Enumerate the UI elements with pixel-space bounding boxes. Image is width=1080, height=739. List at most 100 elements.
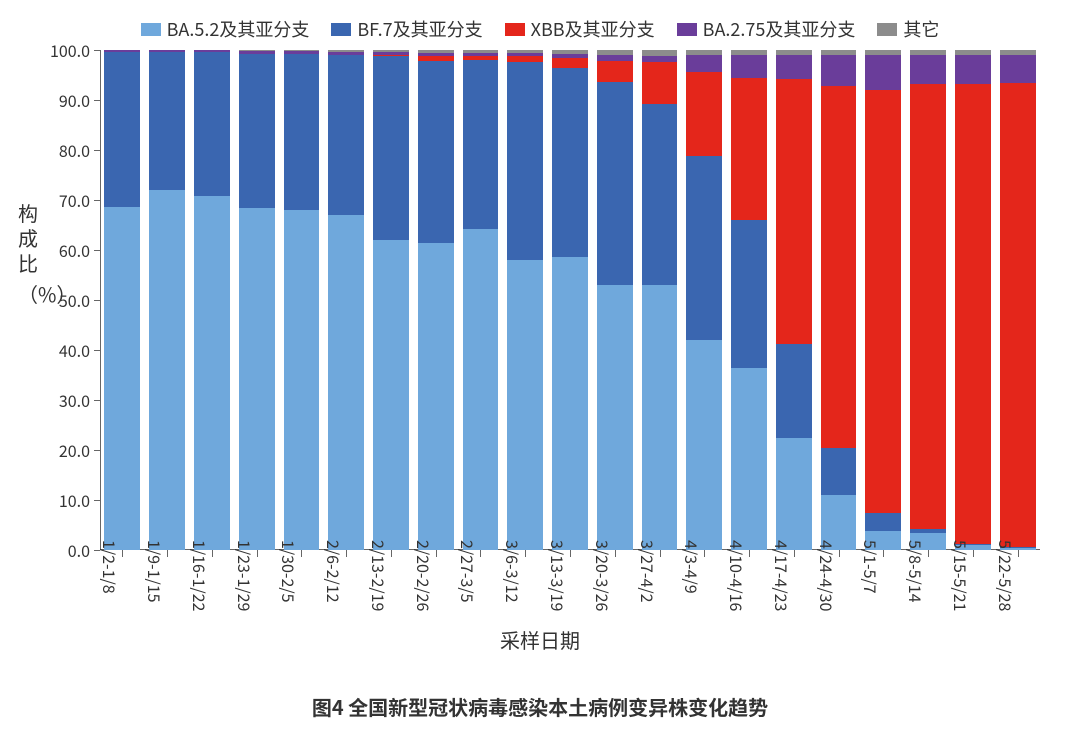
bar <box>373 50 409 550</box>
legend-label: BF.7及其亚分支 <box>357 16 482 42</box>
x-tick-label: 5/1-5/7 <box>859 540 883 594</box>
bar-segment-bf7 <box>194 52 230 196</box>
bar-segment-ba52 <box>731 368 767 551</box>
bar-segment-xbb <box>955 84 991 544</box>
bar-slot: 1/2-1/8 <box>100 50 145 550</box>
figure-caption: 图4 全国新型冠状病毒感染本土病例变异株变化趋势 <box>0 692 1080 721</box>
y-tick-mark <box>94 100 100 101</box>
bar <box>194 50 230 550</box>
legend-item-ba52: BA.5.2及其亚分支 <box>141 16 310 42</box>
y-tick-mark <box>94 50 100 51</box>
y-tick-label: 0.0 <box>30 538 90 562</box>
bar <box>507 50 543 550</box>
bar-segment-ba275 <box>731 55 767 78</box>
x-tick-mark <box>391 550 392 557</box>
bar-segment-ba52 <box>149 190 185 550</box>
y-tick-label: 80.0 <box>30 138 90 162</box>
y-tick-label: 10.0 <box>30 488 90 512</box>
bar-slot: 5/15-5/21 <box>950 50 995 550</box>
bar-segment-xbb <box>910 84 946 529</box>
bar-slot: 4/3-4/9 <box>682 50 727 550</box>
bar <box>284 50 320 550</box>
plot-area: 1/2-1/81/9-1/151/16-1/221/23-1/291/30-2/… <box>100 50 1040 550</box>
bar-segment-ba52 <box>284 210 320 550</box>
bar-segment-ba52 <box>642 285 678 550</box>
bar-segment-bf7 <box>284 54 320 211</box>
y-tick-mark <box>94 500 100 501</box>
x-tick-mark <box>704 550 705 557</box>
bar-slot: 1/9-1/15 <box>145 50 190 550</box>
x-tick-label: 2/27-3/5 <box>456 540 480 603</box>
x-tick-label: 5/15-5/21 <box>949 540 973 611</box>
bar-segment-ba52 <box>328 215 364 550</box>
bar-slot: 2/6-2/12 <box>324 50 369 550</box>
x-tick-mark <box>301 550 302 557</box>
bar-segment-bf7 <box>239 54 275 209</box>
x-tick-label: 3/6-3/12 <box>501 540 525 603</box>
legend-swatch-icon <box>677 23 697 36</box>
x-tick-label: 3/13-3/19 <box>546 540 570 611</box>
bar-segment-xbb <box>821 86 857 448</box>
bar-segment-ba52 <box>104 207 140 551</box>
legend-item-ba275: BA.2.75及其亚分支 <box>677 16 856 42</box>
y-tick-mark <box>94 550 100 551</box>
bar-slot: 5/22-5/28 <box>995 50 1040 550</box>
x-tick-mark <box>928 550 929 557</box>
y-tick-label: 100.0 <box>30 38 90 62</box>
bar-segment-ba52 <box>686 340 722 550</box>
y-tick-label: 30.0 <box>30 388 90 412</box>
bar-segment-bf7 <box>731 220 767 368</box>
legend-label: XBB及其亚分支 <box>531 16 655 42</box>
x-tick-label: 1/30-2/5 <box>277 540 301 603</box>
bar-segment-bf7 <box>552 68 588 257</box>
x-tick-label: 1/2-1/8 <box>98 540 122 594</box>
legend-swatch-icon <box>877 23 897 36</box>
y-tick-label: 40.0 <box>30 338 90 362</box>
y-tick-mark <box>94 450 100 451</box>
x-tick-label: 3/27-4/2 <box>636 540 660 603</box>
y-tick-label: 50.0 <box>30 288 90 312</box>
x-axis-title: 采样日期 <box>0 625 1080 654</box>
x-tick-label: 5/22-5/28 <box>994 540 1018 611</box>
bar <box>552 50 588 550</box>
bar-segment-xbb <box>776 79 812 344</box>
bar-segment-ba52 <box>373 240 409 550</box>
bar-segment-ba52 <box>507 260 543 550</box>
legend: BA.5.2及其亚分支 BF.7及其亚分支 XBB及其亚分支 BA.2.75及其亚分支… <box>0 16 1080 42</box>
plot: 1/2-1/81/9-1/151/16-1/221/23-1/291/30-2/… <box>100 50 1040 550</box>
x-tick-mark <box>525 550 526 557</box>
bar-slot: 5/8-5/14 <box>906 50 951 550</box>
bar-segment-bf7 <box>686 156 722 341</box>
x-tick-mark <box>480 550 481 557</box>
bar-segment-bf7 <box>149 52 185 191</box>
bar-segment-xbb <box>552 58 588 69</box>
x-tick-label: 3/20-3/26 <box>591 540 615 611</box>
legend-label: BA.5.2及其亚分支 <box>167 16 310 42</box>
bar-segment-ba275 <box>865 55 901 90</box>
bar-segment-ba52 <box>776 438 812 551</box>
bar <box>776 50 812 550</box>
bar-segment-bf7 <box>507 62 543 260</box>
bar-slot: 4/10-4/16 <box>727 50 772 550</box>
bar <box>239 50 275 550</box>
bar <box>463 50 499 550</box>
bar-segment-ba275 <box>955 55 991 84</box>
bar-segment-bf7 <box>597 82 633 285</box>
x-tick-label: 2/6-2/12 <box>322 540 346 603</box>
y-tick-mark <box>94 150 100 151</box>
bar-slot: 2/13-2/19 <box>369 50 414 550</box>
bar <box>1000 50 1036 550</box>
bar-segment-bf7 <box>642 104 678 285</box>
x-tick-mark <box>346 550 347 557</box>
bar <box>642 50 678 550</box>
bar-segment-xbb <box>1000 83 1036 547</box>
bar-slot: 1/30-2/5 <box>279 50 324 550</box>
bar-slot: 3/20-3/26 <box>592 50 637 550</box>
bar-slot: 3/6-3/12 <box>503 50 548 550</box>
bar <box>597 50 633 550</box>
y-tick-label: 70.0 <box>30 188 90 212</box>
bar-slot: 4/24-4/30 <box>816 50 861 550</box>
bar <box>328 50 364 550</box>
bar-slot: 1/16-1/22 <box>190 50 235 550</box>
bar-segment-bf7 <box>104 52 140 207</box>
